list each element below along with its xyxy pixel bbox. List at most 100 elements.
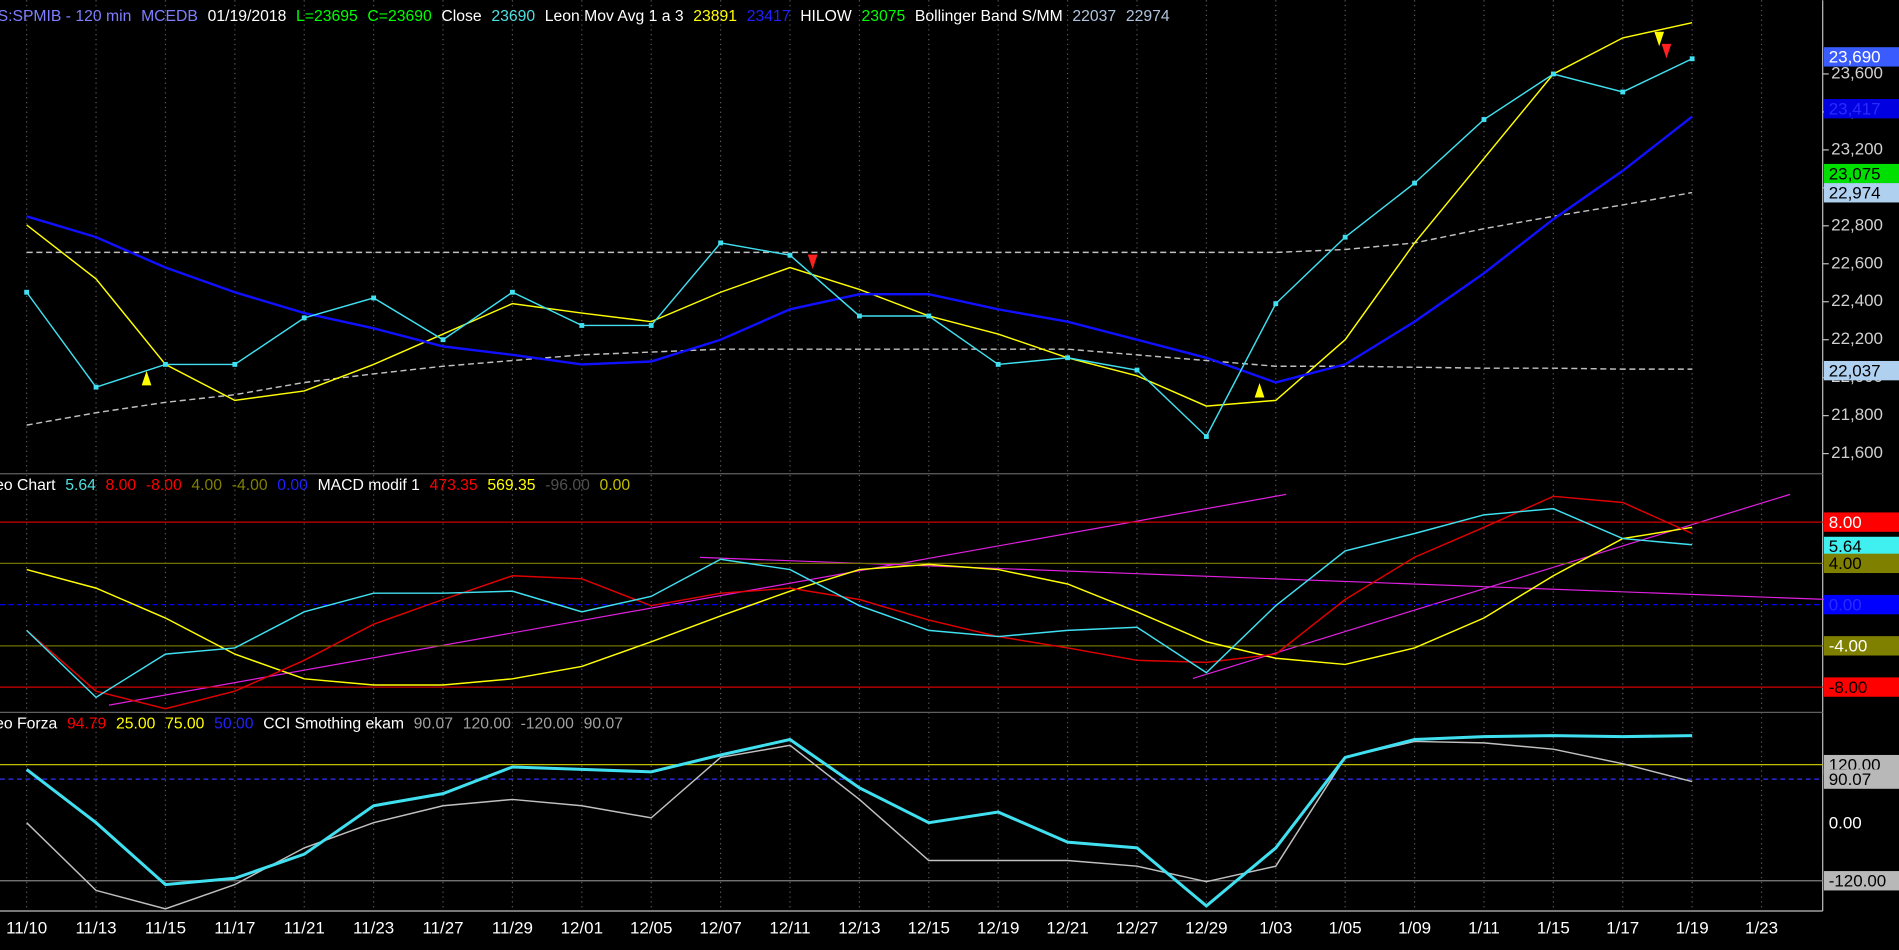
value-tag-label: 5.64: [1829, 537, 1862, 556]
header-item: 50.00: [214, 716, 254, 733]
data-point: [926, 313, 932, 319]
value-tag-label: 4.00: [1829, 554, 1862, 573]
data-point: [163, 361, 168, 367]
y-tick-label: 23,600: [1831, 63, 1883, 82]
header-item: eo Chart: [0, 477, 56, 494]
x-tick-label: 12/07: [699, 919, 741, 938]
x-tick-label: 12/11: [769, 919, 810, 938]
series-line: [26, 348, 1693, 426]
series-line: [26, 526, 1693, 686]
header-item: 0.00: [600, 477, 631, 494]
value-tag: [1823, 47, 1899, 67]
x-tick-label: 12/29: [1185, 919, 1227, 938]
panel-header: eo Forza 94.79 25.00 75.00 50.00 CCI Smothing…: [0, 716, 623, 733]
header-item: Close: [441, 8, 481, 25]
data-point: [440, 337, 446, 343]
value-tag-label: 0.00: [1829, 813, 1862, 832]
x-tick-label: 12/21: [1046, 919, 1088, 938]
value-tag-label: 22,974: [1829, 183, 1881, 202]
header-item: 23075: [861, 8, 905, 25]
y-tick-label: 21,800: [1831, 405, 1883, 424]
value-tag: [1823, 594, 1899, 615]
data-point: [301, 315, 307, 321]
header-item: HILOW: [800, 8, 852, 25]
data-point: [787, 252, 793, 258]
data-point: [1273, 301, 1279, 307]
header-item: 90.07: [414, 716, 453, 733]
header-item: 90.07: [584, 716, 623, 733]
panel-header: eo Chart 5.64 8.00 -8.00 4.00 -4.00 0.00 MACD m…: [0, 477, 630, 494]
data-point: [1620, 89, 1626, 95]
header-item: MACD modif 1: [318, 477, 420, 494]
y-tick-label: 21,600: [1831, 443, 1883, 462]
series-line: [26, 740, 1693, 910]
header-item: eo Forza: [0, 716, 57, 733]
y-tick-label: 23,200: [1831, 139, 1883, 158]
data-point: [648, 323, 654, 328]
x-tick-label: 12/05: [630, 919, 672, 938]
x-tick-label: 1/05: [1329, 919, 1362, 938]
panel-header: S:SPMIB - 120 min MCEDB 01/19/2018 L=23695 C…: [0, 8, 1170, 25]
value-tag: [1823, 536, 1899, 557]
value-tag-label: -4.00: [1829, 637, 1868, 656]
y-tick-label: 22,400: [1831, 291, 1883, 310]
series-line: [26, 115, 1693, 384]
value-tag: [1823, 769, 1899, 789]
value-tag: [1823, 360, 1899, 381]
x-tick-label: 11/17: [214, 919, 255, 938]
x-tick-label: 1/11: [1468, 919, 1500, 938]
signal-arrow: [1654, 31, 1665, 47]
data-point: [232, 361, 238, 367]
header-item: 23417: [747, 8, 791, 25]
header-item: 0.00: [277, 477, 308, 494]
signal-arrow: [807, 254, 818, 270]
header-item: 94.79: [67, 716, 106, 733]
header-item: -8.00: [146, 477, 182, 494]
value-tag-label: -120.00: [1829, 871, 1886, 890]
x-tick-label: 11/29: [492, 919, 533, 938]
trendline: [699, 556, 1899, 603]
value-tag: [1823, 99, 1899, 119]
y-tick-label: 22,800: [1831, 215, 1883, 234]
x-tick-label: 12/01: [561, 919, 603, 938]
x-tick-label: 11/21: [284, 919, 325, 938]
data-point: [1550, 71, 1556, 77]
data-point: [1412, 180, 1417, 186]
value-tag-label: 23,075: [1829, 164, 1881, 183]
header-item: MCEDB: [141, 8, 198, 25]
signal-arrow: [141, 370, 152, 386]
value-tag-label: 0.00: [1829, 595, 1862, 614]
series-line: [26, 21, 1693, 407]
series-line: [25, 734, 1693, 908]
value-tag-label: 23,690: [1829, 48, 1881, 67]
value-tag-label: -8.00: [1829, 678, 1868, 697]
header-item: 25.00: [116, 716, 156, 733]
header-item: -96.00: [545, 477, 590, 494]
data-point: [579, 323, 585, 328]
value-tag-label: 22,037: [1829, 361, 1881, 380]
header-item: CCI Smothing ekam: [263, 716, 404, 733]
header-item: -120.00: [521, 716, 575, 733]
value-tag: [1823, 636, 1899, 656]
x-tick-label: 1/15: [1537, 919, 1570, 938]
x-tick-label: 12/13: [838, 919, 880, 938]
series-line: [26, 507, 1693, 699]
data-point: [509, 289, 515, 295]
data-point: [1134, 367, 1140, 373]
data-point: [1065, 355, 1071, 361]
x-tick-label: 1/17: [1606, 919, 1639, 938]
x-tick-label: 12/27: [1116, 919, 1158, 938]
header-item: 8.00: [106, 477, 137, 494]
header-item: -4.00: [232, 477, 268, 494]
header-item: 569.35: [487, 477, 535, 494]
header-item: 4.00: [191, 477, 222, 494]
data-point: [995, 361, 1001, 367]
trendline: [108, 493, 1287, 706]
y-tick-label: 22,600: [1831, 253, 1883, 272]
header-item: 23690: [491, 8, 535, 25]
value-tag: [1823, 677, 1899, 697]
data-point: [1689, 56, 1695, 62]
header-item: 5.64: [65, 477, 96, 494]
